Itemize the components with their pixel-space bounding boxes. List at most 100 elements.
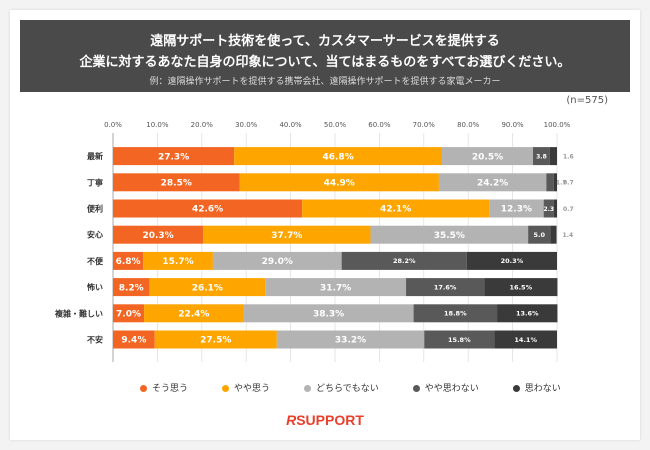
category-label-4: 不便	[87, 256, 104, 266]
bar-6-4	[497, 304, 558, 323]
data-label-6-2: 38.3%	[313, 310, 344, 320]
bar-2-1	[302, 199, 490, 218]
title-banner: 遠隔サポート技術を使って、カスタマーサービスを提供する 企業に対するあなた自身の…	[20, 20, 630, 92]
bar-1-1	[239, 173, 439, 192]
bar-3-1	[203, 225, 371, 244]
bar-4-3	[341, 251, 467, 270]
bar-4-1	[143, 251, 213, 270]
bar-2-3	[543, 199, 554, 218]
data-label-3-3: 5.0	[533, 231, 545, 239]
data-label-0-1: 46.8%	[322, 152, 353, 162]
legend-swatch-5	[512, 385, 520, 392]
data-label-7-2: 33.2%	[335, 336, 366, 346]
x-tick-label-4: 40.0%	[279, 121, 302, 129]
bar-4-2	[212, 251, 342, 270]
bar-7-0	[113, 330, 155, 349]
data-label-4-4: 20.3%	[501, 257, 524, 265]
legend-item-4: やや思わない	[412, 381, 479, 394]
bar-5-2	[265, 278, 407, 297]
data-label-1-3: 1.7	[556, 180, 567, 187]
data-label-7-1: 27.5%	[200, 336, 231, 346]
data-label-1-0: 28.5%	[161, 179, 192, 189]
legend-item-3: どちらでもない	[304, 381, 379, 394]
bar-7-3	[424, 330, 495, 349]
x-tick-label-8: 80.0%	[457, 121, 480, 129]
data-label-4-3: 28.2%	[393, 257, 416, 265]
data-label-6-1: 22.4%	[178, 310, 209, 320]
logo-mark: R	[286, 412, 297, 428]
category-label-7: 不安	[87, 335, 103, 345]
x-tick-label-7: 70.0%	[413, 121, 436, 129]
legend-label-1: そう思う	[152, 384, 189, 394]
category-label-5: 怖い	[87, 282, 103, 292]
bar-6-2	[243, 304, 414, 323]
category-label-1: 丁寧	[87, 177, 103, 187]
data-label-2-4: 0.7	[563, 206, 574, 213]
rsupport-logo: RSUPPORT	[0, 412, 650, 428]
bar-1-3	[546, 173, 554, 192]
bar-5-0	[113, 278, 150, 297]
legend-label-2: やや思う	[234, 384, 271, 394]
bar-6-0	[113, 304, 145, 323]
legend-swatch-3	[304, 385, 312, 392]
x-tick-label-2: 20.0%	[191, 121, 214, 129]
data-label-0-0: 27.3%	[158, 152, 189, 162]
x-tick-label-3: 30.0%	[235, 121, 258, 129]
x-tick-label-1: 10.0%	[146, 121, 169, 129]
logo-text: SUPPORT	[296, 412, 364, 428]
data-label-3-1: 37.7%	[271, 231, 302, 241]
data-label-4-0: 6.8%	[116, 257, 141, 267]
data-label-3-0: 20.3%	[142, 231, 173, 241]
bar-6-3	[413, 304, 498, 323]
data-label-7-3: 15.8%	[448, 336, 471, 344]
bar-3-0	[113, 225, 204, 244]
bar-7-1	[154, 330, 277, 349]
data-label-6-3: 18.8%	[444, 310, 467, 318]
data-label-4-1: 15.7%	[162, 257, 193, 267]
bar-1-2	[438, 173, 547, 192]
bar-1-4	[553, 173, 557, 192]
legend-label-5: 思わない	[524, 384, 561, 394]
data-label-2-0: 42.6%	[192, 205, 223, 215]
chart-legend: そう思う やや思う どちらでもない やや思わない 思わない	[140, 381, 595, 394]
data-label-1-2: 24.2%	[477, 179, 508, 189]
data-label-2-2: 12.3%	[501, 205, 532, 215]
data-label-0-4: 1.6	[563, 153, 574, 160]
data-label-0-3: 3.8	[536, 153, 547, 160]
bar-2-2	[489, 199, 544, 218]
data-label-5-4: 16.5%	[510, 283, 533, 291]
bar-0-1	[234, 147, 443, 166]
legend-swatch-1	[140, 385, 147, 392]
data-label-1-4: 0.7	[563, 180, 574, 187]
category-label-6: 複雑・難しい	[54, 308, 103, 318]
category-label-3: 安心	[87, 230, 103, 240]
chart-title-line2: 企業に対するあなた自身の印象について、当てはまるものをすべてお選びください。	[79, 55, 571, 70]
bar-0-4	[549, 147, 557, 166]
x-tick-label-10: 100.0%	[544, 121, 571, 129]
legend-item-2: やや思う	[222, 381, 270, 394]
bar-6-1	[144, 304, 244, 323]
bar-4-0	[113, 251, 144, 270]
bar-0-2	[442, 147, 534, 166]
category-label-2: 便利	[87, 204, 103, 214]
legend-swatch-2	[222, 385, 230, 392]
data-label-5-0: 8.2%	[119, 283, 144, 293]
x-tick-label-0: 0.0%	[104, 121, 122, 129]
bar-0-0	[113, 147, 235, 166]
legend-swatch-4	[412, 385, 420, 392]
data-label-5-3: 17.6%	[434, 283, 457, 291]
bar-3-3	[528, 225, 551, 244]
legend-item-5: 思わない	[512, 381, 561, 394]
bar-5-3	[406, 278, 485, 297]
legend-label-4: やや思わない	[424, 384, 479, 394]
bar-0-3	[533, 147, 550, 166]
data-label-3-4: 1.4	[563, 232, 574, 239]
data-label-6-0: 7.0%	[116, 310, 141, 320]
data-label-4-2: 29.0%	[262, 257, 293, 267]
data-label-1-1: 44.9%	[324, 179, 355, 189]
chart-subtitle: 例：遠隔操作サポートを提供する携帯会社、遠隔操作サポートを提供する家電メーカー	[149, 77, 501, 87]
legend-label-3: どちらでもない	[316, 384, 379, 394]
x-tick-label-9: 90.0%	[501, 121, 524, 129]
bar-3-4	[550, 225, 557, 244]
